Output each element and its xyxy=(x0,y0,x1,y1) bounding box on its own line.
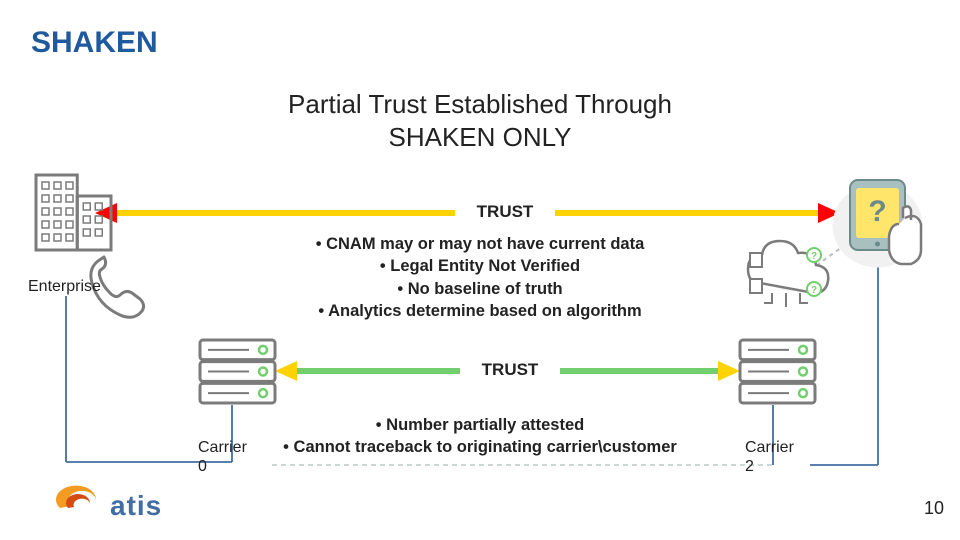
cloud-analytics-icon: ?? xyxy=(748,241,828,307)
enterprise-caption: Enterprise xyxy=(28,278,101,296)
atis-logo-icon xyxy=(56,484,114,520)
carrier2-caption: Carrier2 xyxy=(745,438,794,476)
atis-logo-text: atis xyxy=(110,490,162,522)
carrier0-caption: Carrier0 xyxy=(198,438,247,476)
bullet: • Legal Entity Not Verified xyxy=(250,255,710,277)
trust-top-bullets: • CNAM may or may not have current data … xyxy=(250,233,710,322)
svg-text:?: ? xyxy=(868,195,886,228)
bullet: • No baseline of truth xyxy=(250,278,710,300)
bullet: • Analytics determine based on algorithm xyxy=(250,300,710,322)
svg-text:?: ? xyxy=(811,285,817,296)
bullet: • Cannot traceback to originating carrie… xyxy=(250,436,710,458)
server-icon xyxy=(740,340,815,403)
server-icon xyxy=(200,340,275,403)
svg-text:?: ? xyxy=(811,251,817,262)
page-number: 10 xyxy=(924,498,944,519)
trust-bottom-label: TRUST xyxy=(465,360,555,380)
trust-top-label: TRUST xyxy=(460,202,550,222)
bullet: • CNAM may or may not have current data xyxy=(250,233,710,255)
bullet: • Number partially attested xyxy=(250,414,710,436)
trust-bottom-bullets: • Number partially attested • Cannot tra… xyxy=(250,414,710,459)
